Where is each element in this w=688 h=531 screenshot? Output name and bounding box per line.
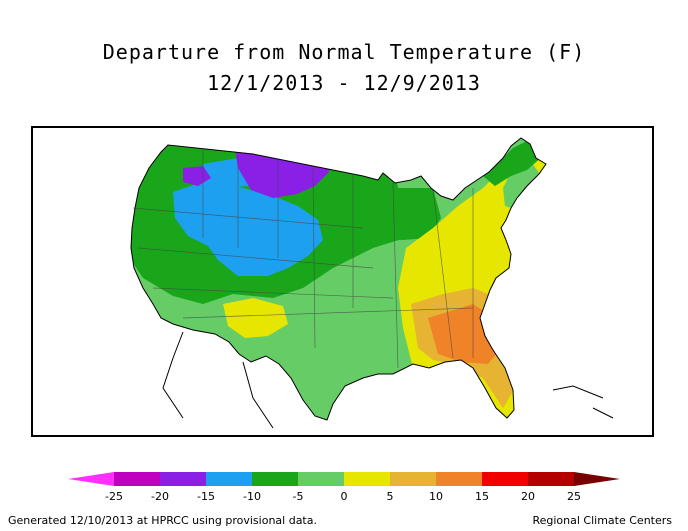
- legend-bin: [160, 472, 206, 486]
- legend-bin: [114, 472, 160, 486]
- us-outline: [130, 137, 547, 421]
- legend-bin: [482, 472, 528, 486]
- legend-bin: [298, 472, 344, 486]
- legend-tick-label: -15: [197, 490, 215, 503]
- legend-tick-label: -5: [293, 490, 304, 503]
- caribbean-islands: [552, 385, 614, 419]
- legend-tick-label: 10: [429, 490, 443, 503]
- legend-tick-label: -10: [243, 490, 261, 503]
- state-boundaries: [132, 150, 474, 369]
- legend-tick-label: 15: [475, 490, 489, 503]
- map-title: Departure from Normal Temperature (F): [102, 40, 586, 64]
- legend-tick-label: 20: [521, 490, 535, 503]
- legend-high-arrow: [574, 472, 620, 486]
- legend-low-arrow: [68, 472, 114, 486]
- footer-right: Regional Climate Centers: [532, 514, 672, 527]
- legend-bin: [206, 472, 252, 486]
- mexico-coast: [162, 331, 274, 429]
- legend-tick-label: -25: [105, 490, 123, 503]
- legend-tick-label: 0: [341, 490, 348, 503]
- legend-tick-label: 5: [387, 490, 394, 503]
- color-legend: -25 -20 -15 -10 -5 0 5 10 15 20 25: [68, 472, 620, 503]
- legend-bin: [390, 472, 436, 486]
- temperature-departure-map: [31, 126, 654, 437]
- legend-bin: [436, 472, 482, 486]
- map-date-range: 12/1/2013 - 12/9/2013: [207, 71, 481, 95]
- legend-bin: [344, 472, 390, 486]
- legend-bin: [528, 472, 574, 486]
- legend-tick-label: 25: [567, 490, 581, 503]
- footer-left: Generated 12/10/2013 at HPRCC using prov…: [8, 514, 317, 527]
- legend-tick-label: -20: [151, 490, 169, 503]
- legend-bin: [252, 472, 298, 486]
